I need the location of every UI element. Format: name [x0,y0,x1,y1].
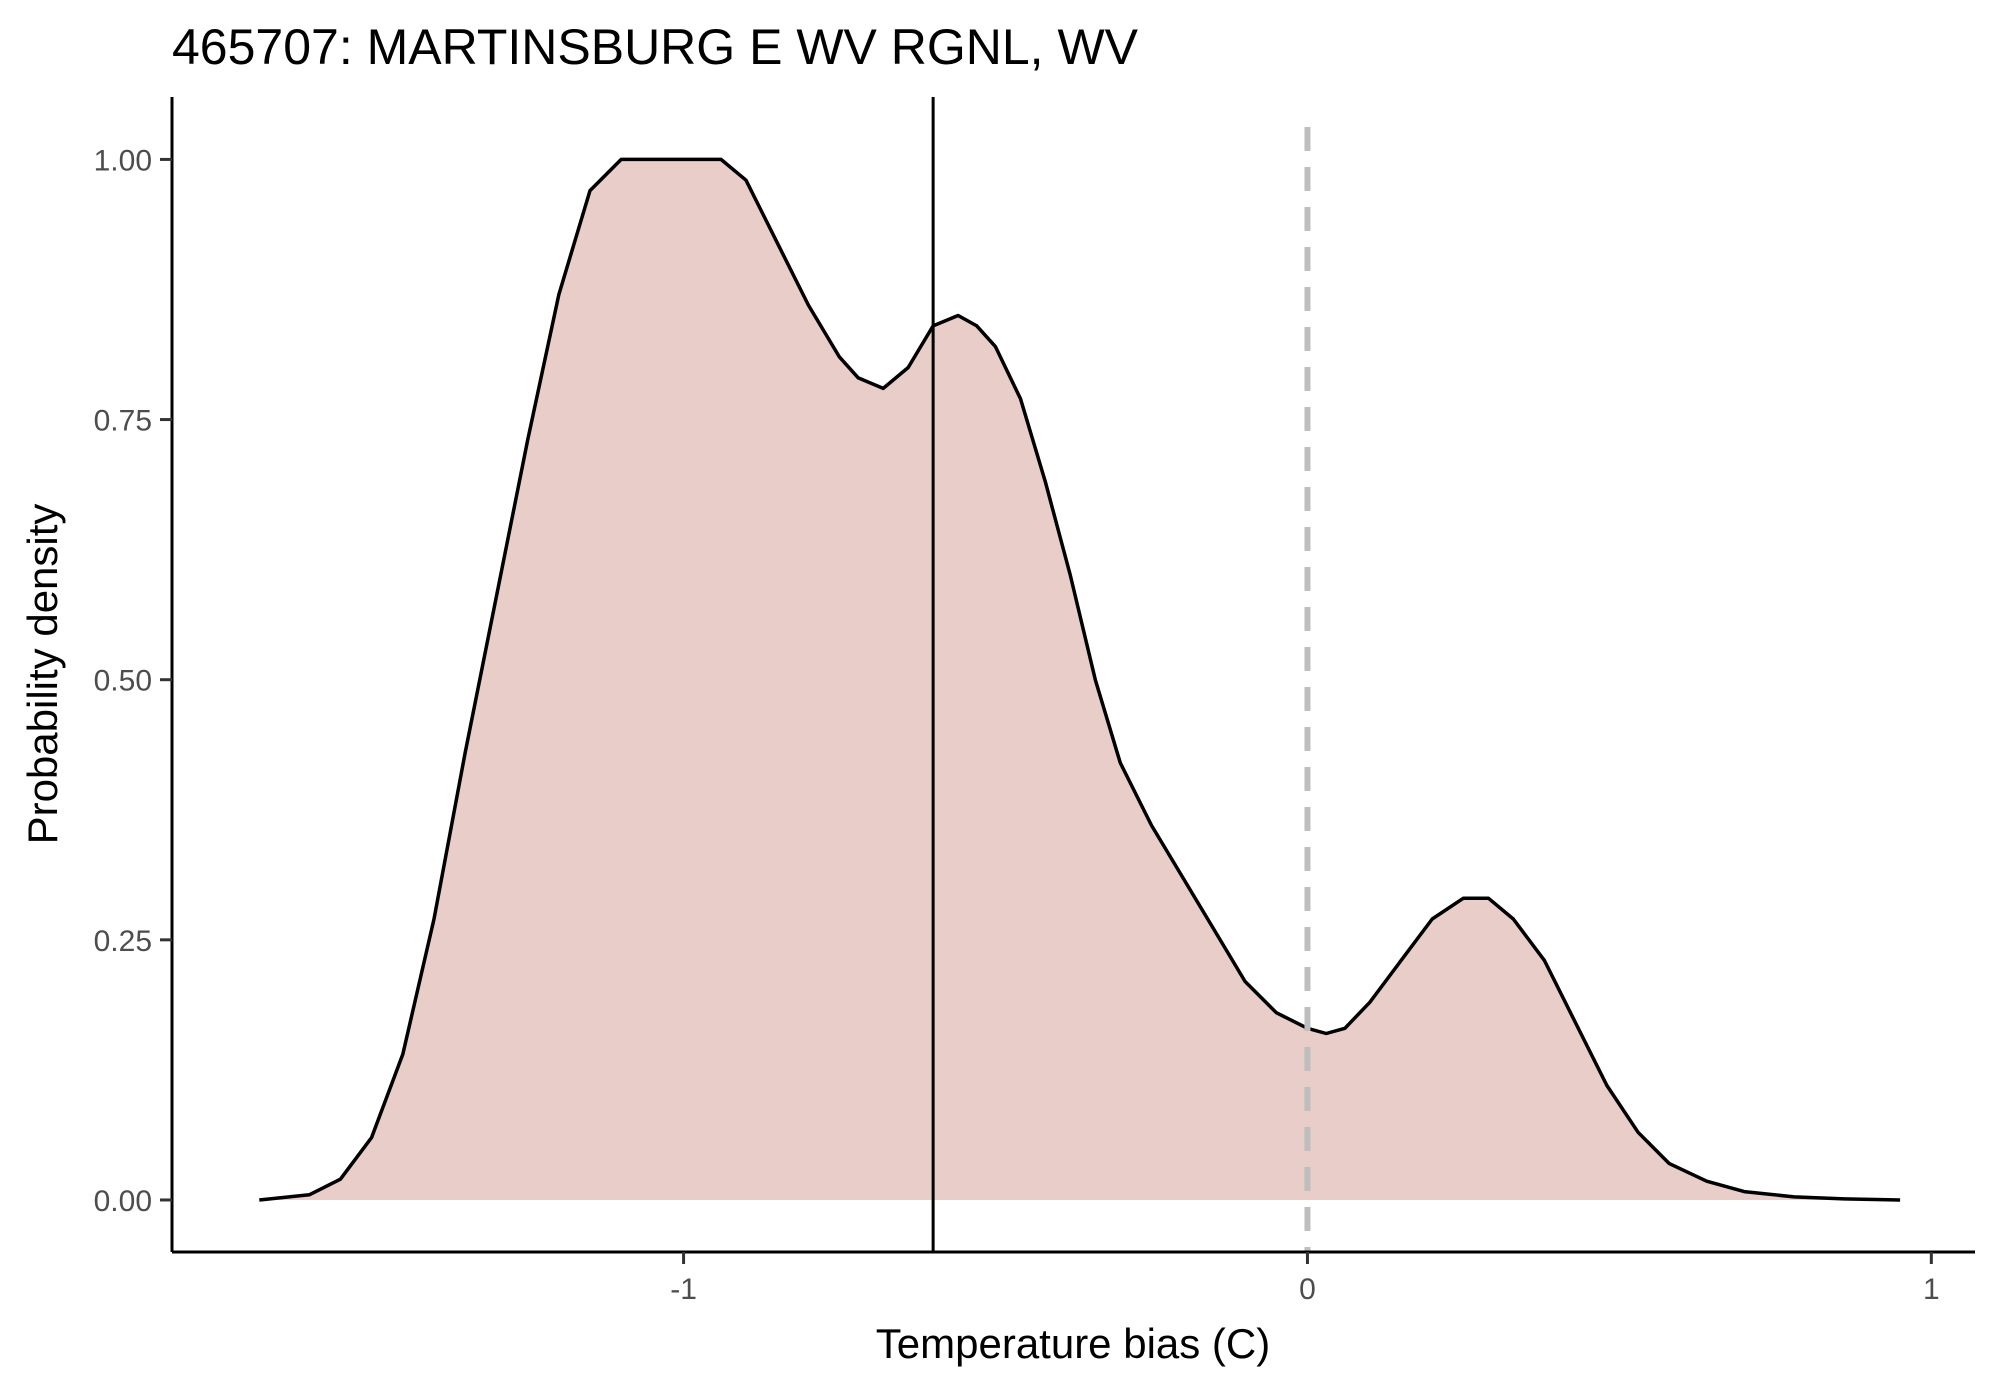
y-axis-ticks: 0.00 0.25 0.50 0.75 1.00 [94,144,172,1218]
plot-area [259,97,1901,1252]
y-tick-label: 0.50 [94,665,152,698]
y-tick-label: 1.00 [94,144,152,177]
x-axis-title: Temperature bias (C) [876,1320,1270,1367]
y-tick-label: 0.25 [94,925,152,958]
y-tick-label: 0.75 [94,405,152,438]
x-tick-label: 0 [1299,1273,1316,1306]
chart-title: 465707: MARTINSBURG E WV RGNL, WV [172,19,1139,75]
y-axis-title: Probability density [19,504,66,845]
x-axis-ticks: -1 0 1 [670,1252,1940,1306]
x-tick-label: -1 [670,1273,697,1306]
density-fill-area [259,159,1901,1200]
y-tick-label: 0.00 [94,1185,152,1218]
x-tick-label: 1 [1923,1273,1940,1306]
density-curve-line [259,157,1901,1202]
